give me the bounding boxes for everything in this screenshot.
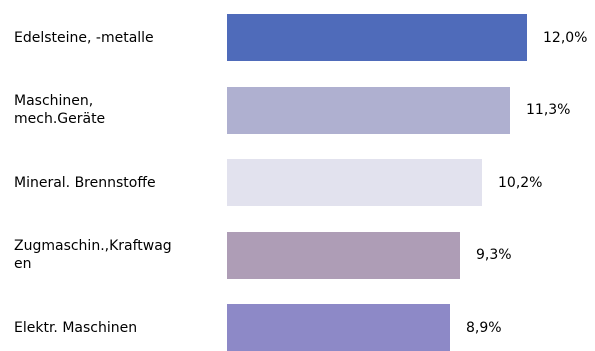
value-label: 8,9% [466,319,502,336]
bar [227,304,450,351]
value-label: 10,2% [498,174,543,191]
category-label: Elektr. Maschinen [14,319,138,336]
value-label: 9,3% [476,247,512,263]
bar [227,86,510,134]
bar [227,14,527,61]
category-label: Zugmaschin.,Kraftwag en [14,238,172,272]
bar [227,231,460,279]
category-label: Mineral. Brennstoffe [14,174,156,191]
value-label: 11,3% [526,102,571,118]
value-label: 12,0% [543,29,588,46]
category-label: Maschinen, mech.Geräte [14,93,106,127]
bar [227,159,482,206]
category-label: Edelsteine, -metalle [14,29,154,46]
